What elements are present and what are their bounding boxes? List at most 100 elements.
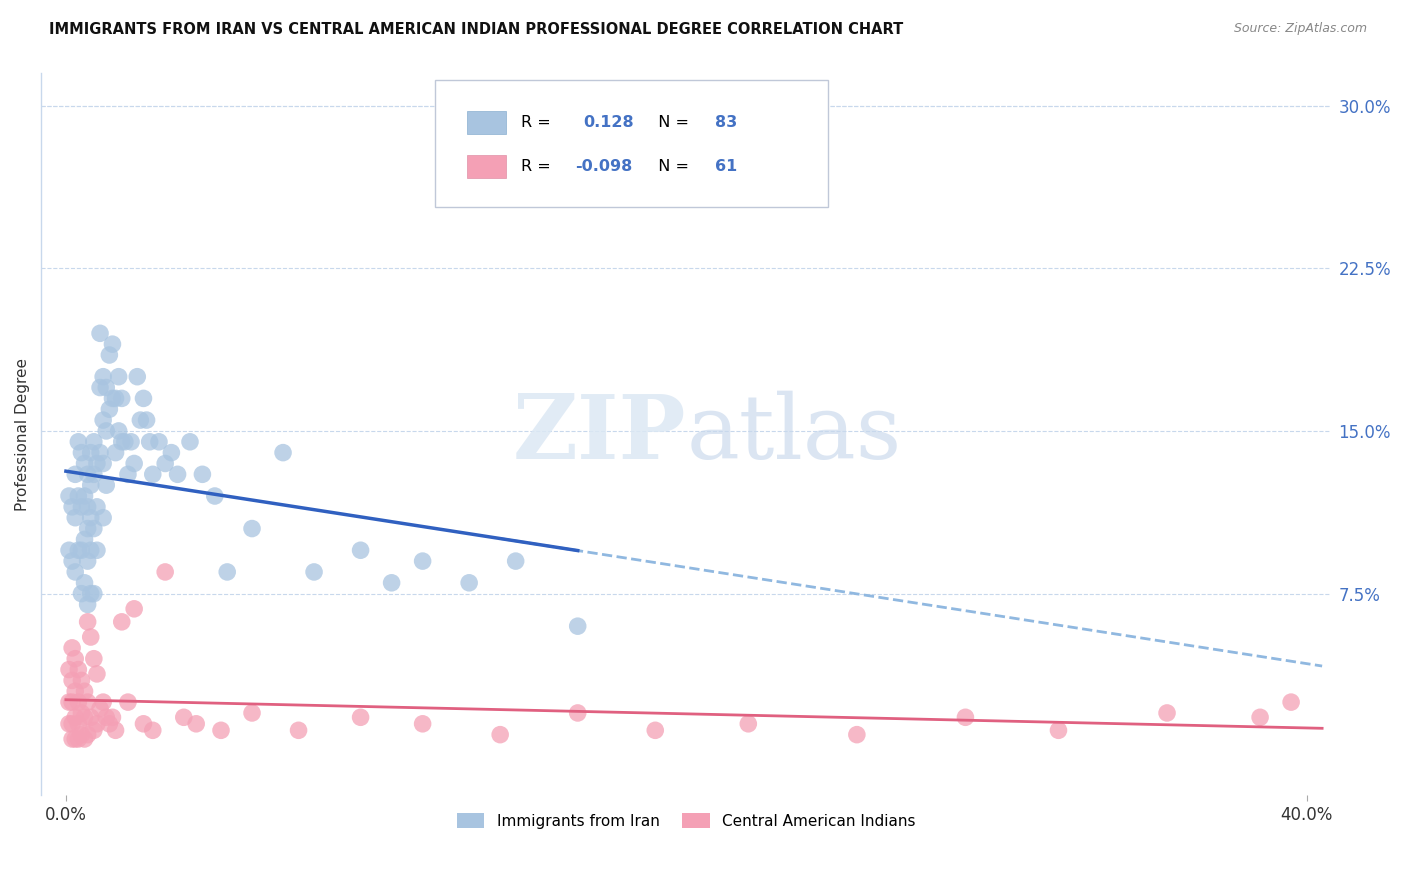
Point (91, 510, 114, 524)
Point (240, 706, 263, 720)
Text: ZIP: ZIP (513, 391, 686, 478)
Point (80, 710, 103, 724)
Text: N =: N = (648, 114, 693, 129)
Point (60, 731, 83, 746)
Point (91, 369, 114, 384)
Point (302, 565, 325, 579)
Point (148, 434, 170, 449)
Point (91, 413, 114, 427)
Point (73, 731, 96, 746)
Point (83, 587, 105, 601)
Point (117, 467, 139, 482)
Point (179, 434, 201, 449)
Point (96, 478, 118, 492)
Point (65, 651, 87, 665)
Point (114, 434, 136, 449)
Point (101, 337, 124, 351)
Point (142, 723, 165, 738)
Point (65, 684, 87, 698)
Point (91, 695, 114, 709)
Point (120, 434, 142, 449)
Point (96, 380, 118, 394)
Point (412, 554, 434, 568)
Point (122, 457, 145, 471)
Point (204, 489, 226, 503)
Point (271, 445, 294, 459)
Point (1047, 723, 1070, 738)
Point (505, 554, 527, 568)
Point (122, 602, 145, 616)
Point (845, 728, 868, 742)
Point (60, 716, 83, 731)
Point (60, 673, 83, 688)
Point (1156, 706, 1178, 720)
Point (80, 630, 103, 644)
Point (65, 731, 87, 746)
Point (65, 710, 87, 724)
Point (1249, 710, 1271, 724)
Point (58, 663, 80, 677)
Point (80, 510, 103, 524)
Point (89, 701, 111, 715)
Point (287, 723, 309, 738)
Point (737, 716, 759, 731)
Point (89, 445, 111, 459)
Y-axis label: Professional Degree: Professional Degree (15, 358, 30, 511)
Text: R =: R = (522, 114, 561, 129)
Point (381, 575, 404, 590)
Point (349, 710, 371, 724)
Point (86, 667, 108, 681)
Bar (467, 111, 506, 134)
Point (67, 731, 90, 746)
Point (67, 663, 90, 677)
Point (70, 673, 93, 688)
Point (65, 467, 87, 482)
Point (567, 706, 589, 720)
Text: atlas: atlas (686, 391, 901, 478)
Text: -0.098: -0.098 (575, 160, 633, 175)
Text: R =: R = (522, 160, 555, 175)
Point (489, 728, 512, 742)
Point (76, 598, 98, 612)
Point (67, 695, 90, 709)
Point (73, 457, 96, 471)
Point (80, 445, 103, 459)
Point (76, 728, 98, 742)
Point (567, 619, 589, 633)
Point (91, 457, 114, 471)
Point (70, 706, 93, 720)
Point (98, 348, 121, 362)
Point (127, 369, 149, 384)
Point (209, 723, 232, 738)
Point (86, 457, 108, 471)
Legend: Immigrants from Iran, Central American Indians: Immigrants from Iran, Central American I… (451, 806, 922, 835)
Point (96, 424, 118, 438)
Point (67, 543, 90, 558)
Point (70, 587, 93, 601)
Point (135, 413, 157, 427)
Point (240, 522, 263, 536)
Point (76, 554, 98, 568)
Point (186, 716, 208, 731)
Point (86, 716, 108, 731)
Point (153, 565, 176, 579)
Point (104, 392, 127, 406)
Point (83, 467, 105, 482)
Point (80, 543, 103, 558)
Point (107, 424, 129, 438)
Text: 61: 61 (714, 160, 737, 175)
Point (67, 434, 90, 449)
Point (86, 500, 108, 514)
Point (111, 434, 134, 449)
Point (89, 380, 111, 394)
Point (101, 710, 124, 724)
Point (60, 554, 83, 568)
Point (101, 392, 124, 406)
Point (60, 500, 83, 514)
Point (80, 587, 103, 601)
Point (111, 392, 134, 406)
Point (70, 728, 93, 742)
Point (104, 723, 127, 738)
Point (70, 543, 93, 558)
Point (955, 710, 977, 724)
